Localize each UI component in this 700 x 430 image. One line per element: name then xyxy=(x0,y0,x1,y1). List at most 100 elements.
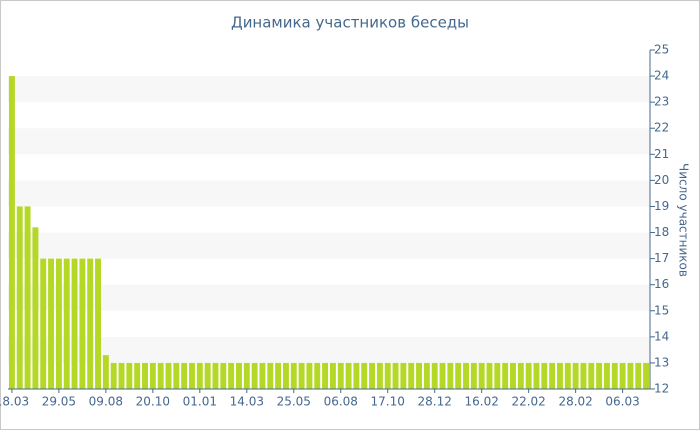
y-tick-label: 24 xyxy=(654,69,669,83)
bar xyxy=(16,206,23,389)
y-tick-label: 15 xyxy=(654,303,669,317)
grid-band xyxy=(8,232,650,259)
bar xyxy=(48,258,55,389)
bar xyxy=(525,362,532,389)
bar xyxy=(431,362,438,389)
bar xyxy=(643,362,650,389)
bar xyxy=(189,362,195,389)
bar xyxy=(235,362,242,389)
x-tick-label: 18.03 xyxy=(0,395,29,409)
grid-band xyxy=(8,336,650,363)
y-tick-label: 21 xyxy=(654,147,669,161)
bar xyxy=(541,362,548,389)
bar xyxy=(478,362,485,389)
bar xyxy=(204,362,211,389)
bar xyxy=(79,258,86,389)
bar xyxy=(345,362,352,389)
bar xyxy=(627,362,634,389)
bar xyxy=(384,362,391,389)
bar xyxy=(337,362,344,389)
y-tick-label: 13 xyxy=(654,355,669,369)
grid-band xyxy=(8,76,650,103)
bar xyxy=(572,362,579,389)
x-tick-label: 14.03 xyxy=(230,395,264,409)
bar xyxy=(494,362,501,389)
bar xyxy=(314,362,321,389)
y-tick-label: 19 xyxy=(654,199,669,213)
bar xyxy=(40,258,47,389)
x-tick-label: 01.01 xyxy=(183,395,217,409)
chart-title: Динамика участников беседы xyxy=(231,14,469,32)
bar xyxy=(267,362,274,389)
y-tick-label: 14 xyxy=(654,329,669,343)
bar xyxy=(392,362,399,389)
bar xyxy=(517,362,524,389)
y-tick-label: 17 xyxy=(654,251,669,265)
bar xyxy=(220,362,227,389)
bar xyxy=(110,362,117,389)
x-tick-label: 17.10 xyxy=(371,395,405,409)
bar xyxy=(423,362,430,389)
bar xyxy=(376,362,383,389)
y-tick-label: 16 xyxy=(654,277,669,291)
bar xyxy=(439,362,446,389)
bar xyxy=(502,362,509,389)
bar xyxy=(259,362,266,389)
y-tick-label: 22 xyxy=(654,121,669,135)
bar xyxy=(87,258,94,389)
bar xyxy=(71,258,78,389)
bar xyxy=(95,258,102,389)
bar xyxy=(55,258,62,389)
bar xyxy=(173,362,180,389)
x-tick-label: 29.05 xyxy=(42,395,76,409)
bar xyxy=(165,362,172,389)
grid-band xyxy=(8,284,650,311)
bar xyxy=(564,362,571,389)
bar xyxy=(290,362,297,389)
x-tick-label: 06.08 xyxy=(324,395,358,409)
y-tick-label: 18 xyxy=(654,225,669,239)
bar xyxy=(102,355,109,389)
bar xyxy=(212,362,219,389)
bar xyxy=(134,362,141,389)
bar xyxy=(353,362,360,389)
bar xyxy=(126,362,133,389)
x-tick-label: 28.02 xyxy=(558,395,592,409)
y-tick-label: 23 xyxy=(654,95,669,109)
bar xyxy=(282,362,289,389)
bar xyxy=(486,362,493,389)
x-tick-label: 16.02 xyxy=(464,395,498,409)
bar xyxy=(603,362,610,389)
bar xyxy=(251,362,258,389)
bar xyxy=(596,362,603,389)
bar xyxy=(322,362,329,389)
bar xyxy=(619,362,626,389)
bar xyxy=(510,362,516,389)
y-axis-label: Число участников xyxy=(677,163,691,277)
bar xyxy=(196,362,203,389)
grid-band xyxy=(8,128,650,155)
bar xyxy=(470,362,477,389)
y-tick-label: 25 xyxy=(654,43,669,57)
bar xyxy=(142,362,148,389)
bar xyxy=(369,362,376,389)
bar xyxy=(580,362,587,389)
bar xyxy=(635,362,642,389)
x-tick-label: 25.05 xyxy=(277,395,311,409)
bar xyxy=(181,362,188,389)
bar xyxy=(32,227,39,389)
bar xyxy=(361,362,368,389)
x-tick-label: 28.12 xyxy=(418,395,452,409)
y-tick-label: 20 xyxy=(654,173,669,187)
bar xyxy=(588,362,595,389)
bar xyxy=(157,362,164,389)
bar xyxy=(298,362,305,389)
bar xyxy=(611,362,618,389)
bar xyxy=(447,362,454,389)
x-tick-label: 06.03 xyxy=(605,395,639,409)
bar xyxy=(149,362,156,389)
grid-band xyxy=(8,180,650,207)
bar xyxy=(556,362,563,389)
bar xyxy=(275,362,282,389)
